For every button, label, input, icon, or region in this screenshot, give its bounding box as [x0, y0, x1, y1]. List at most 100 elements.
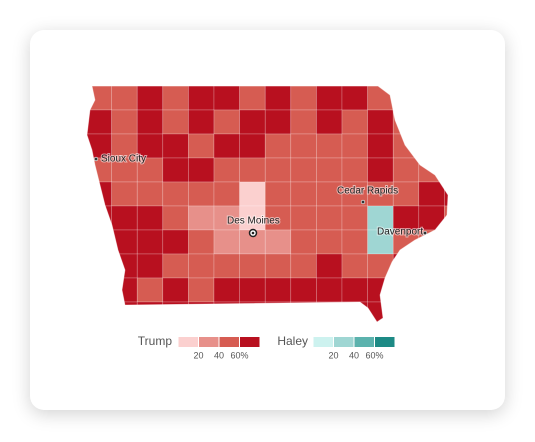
county — [87, 109, 112, 135]
county — [111, 133, 138, 159]
legend-swatch — [334, 337, 354, 347]
county — [239, 133, 266, 159]
county — [444, 229, 448, 255]
county — [290, 205, 317, 231]
county — [418, 277, 445, 303]
county — [188, 229, 215, 255]
county — [162, 277, 189, 303]
county — [341, 205, 368, 231]
county — [264, 86, 292, 111]
county — [392, 253, 420, 279]
city-marker — [422, 230, 428, 236]
county — [188, 181, 215, 207]
county — [239, 181, 266, 207]
county — [341, 109, 368, 135]
county — [444, 301, 448, 322]
county — [188, 253, 215, 279]
county — [136, 301, 164, 322]
county — [162, 157, 189, 183]
county — [188, 205, 215, 231]
legend-tick-label: 60% — [365, 350, 383, 360]
county — [111, 109, 138, 135]
county — [444, 86, 448, 111]
county — [341, 133, 368, 159]
county — [444, 133, 448, 159]
county — [341, 253, 368, 279]
county — [316, 205, 343, 231]
county — [444, 253, 448, 279]
city-marker — [360, 199, 366, 205]
county — [136, 277, 164, 303]
county — [162, 229, 189, 255]
county — [316, 109, 343, 135]
city-label: Cedar Rapids — [337, 186, 398, 197]
county — [290, 86, 317, 111]
county — [367, 181, 394, 207]
county — [87, 277, 112, 303]
county — [316, 133, 343, 159]
county — [111, 157, 138, 183]
county — [162, 301, 189, 322]
county — [418, 181, 445, 207]
county — [392, 301, 420, 322]
county — [188, 133, 215, 159]
county — [264, 133, 292, 159]
legend-label: Haley — [277, 334, 308, 348]
county — [341, 277, 368, 303]
county — [87, 86, 112, 111]
county — [444, 277, 448, 303]
county — [264, 301, 292, 322]
county — [290, 181, 317, 207]
county — [162, 181, 189, 207]
county — [188, 86, 215, 111]
legend-swatch — [240, 337, 260, 347]
county — [87, 181, 112, 207]
county — [162, 133, 189, 159]
county — [367, 253, 394, 279]
county — [162, 205, 189, 231]
legend-swatch — [199, 337, 219, 347]
county — [316, 277, 343, 303]
county — [239, 157, 266, 183]
county — [136, 109, 164, 135]
county — [111, 86, 138, 111]
legend-tick-label: 20 — [328, 350, 338, 360]
county — [367, 133, 394, 159]
county — [213, 253, 240, 279]
county — [239, 253, 266, 279]
county — [392, 109, 420, 135]
county — [392, 86, 420, 111]
county — [418, 157, 445, 183]
county — [111, 181, 138, 207]
county — [264, 277, 292, 303]
county — [316, 301, 343, 322]
county — [418, 301, 445, 322]
county — [111, 277, 138, 303]
city-label: Sioux City — [101, 154, 146, 165]
county — [290, 109, 317, 135]
legend-swatch — [354, 337, 374, 347]
county — [290, 229, 317, 255]
county — [213, 229, 240, 255]
county — [418, 86, 445, 111]
county — [239, 301, 266, 322]
county — [392, 157, 420, 183]
county — [367, 157, 394, 183]
county — [392, 205, 420, 231]
legend-swatch — [375, 337, 395, 347]
county — [290, 301, 317, 322]
county — [213, 181, 240, 207]
city-marker — [251, 231, 255, 235]
county — [418, 133, 445, 159]
county — [213, 109, 240, 135]
county — [444, 109, 448, 135]
city-label: Des Moines — [227, 216, 280, 227]
county — [264, 181, 292, 207]
county — [264, 109, 292, 135]
county — [341, 157, 368, 183]
county — [341, 86, 368, 111]
legend: Trump 20 40 60% Haley 20 40 60% — [138, 334, 395, 360]
county — [264, 253, 292, 279]
county — [213, 133, 240, 159]
